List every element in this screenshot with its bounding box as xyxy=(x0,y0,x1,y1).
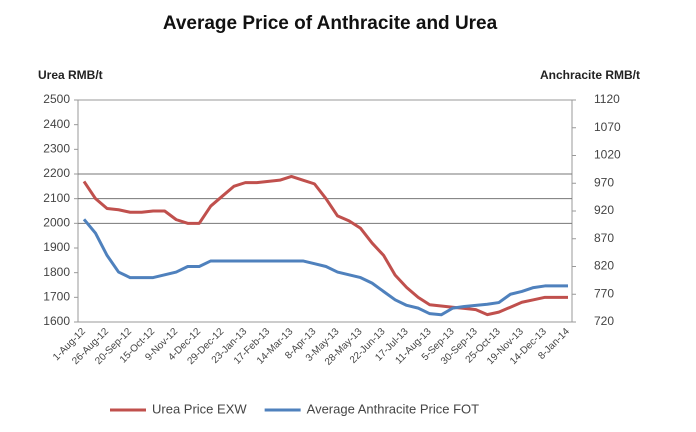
y2-tick-label: 870 xyxy=(594,231,614,245)
y2-tick-label: 920 xyxy=(594,203,614,217)
y-tick-label: 1700 xyxy=(43,290,70,304)
y-tick-label: 1900 xyxy=(43,240,70,254)
y-tick-label: 2200 xyxy=(43,166,70,180)
y-axis-label: Urea RMB/t xyxy=(38,68,103,82)
y-tick-label: 2400 xyxy=(43,117,70,131)
y-tick-label: 1600 xyxy=(43,314,70,328)
legend-label: Urea Price EXW xyxy=(152,401,247,416)
y2-tick-label: 720 xyxy=(594,314,614,328)
y-tick-label: 2100 xyxy=(43,191,70,205)
y-tick-label: 2000 xyxy=(43,216,70,230)
y2-tick-label: 1070 xyxy=(594,120,621,134)
legend-label: Average Anthracite Price FOT xyxy=(307,401,480,416)
y-tick-label: 2500 xyxy=(43,92,70,106)
series-line xyxy=(82,174,568,317)
y2-tick-label: 1020 xyxy=(594,148,621,162)
y2-tick-label: 970 xyxy=(594,175,614,189)
y2-tick-label: 820 xyxy=(594,259,614,273)
y2-tick-label: 770 xyxy=(594,286,614,300)
chart-title: Average Price of Anthracite and Urea xyxy=(163,13,498,34)
y-tick-label: 1800 xyxy=(43,265,70,279)
y2-axis-label: Anchracite RMB/t xyxy=(540,68,640,82)
series-line xyxy=(82,218,568,317)
y2-tick-label: 1120 xyxy=(594,92,620,106)
y-tick-label: 2300 xyxy=(43,142,70,156)
